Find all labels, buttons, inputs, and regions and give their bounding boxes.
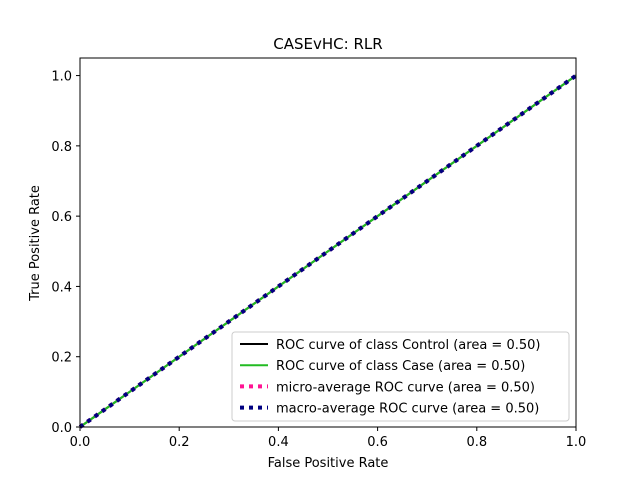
legend: ROC curve of class Control (area = 0.50)… xyxy=(231,331,570,422)
legend-label-4: macro-average ROC curve (area = 0.50) xyxy=(276,402,539,417)
y-tick-label: 0.6 xyxy=(51,210,72,225)
y-tick-label: 0.8 xyxy=(51,140,72,155)
chart-title: CASEvHC: RLR xyxy=(273,35,382,53)
x-tick-label: 0.0 xyxy=(70,435,91,450)
legend-box xyxy=(231,331,570,422)
x-tick-label: 0.2 xyxy=(169,435,190,450)
y-axis-label: True Positive Rate xyxy=(28,185,43,302)
legend-label-3: micro-average ROC curve (area = 0.50) xyxy=(276,380,535,395)
y-tick-label: 0.2 xyxy=(51,351,72,366)
axes-frame xyxy=(79,57,577,428)
x-tick-label: 0.8 xyxy=(466,435,487,450)
y-tick-label: 0.4 xyxy=(51,280,72,295)
legend-label-1: ROC curve of class Control (area = 0.50) xyxy=(276,338,540,353)
legend-label-2: ROC curve of class Case (area = 0.50) xyxy=(276,359,525,374)
y-tick-label: 0.0 xyxy=(51,421,72,436)
plot-area: 0.0 0.2 0.4 0.6 0.8 1.0 0.0 0.2 0.4 0.6 0.8 1.0 xyxy=(51,57,587,450)
y-tick-label: 1.0 xyxy=(51,70,72,85)
x-tick-label: 0.6 xyxy=(367,435,388,450)
x-axis-label: False Positive Rate xyxy=(268,456,389,471)
x-tick-label: 0.4 xyxy=(268,435,289,450)
series-line-4 xyxy=(78,73,578,429)
x-tick-label: 1.0 xyxy=(566,435,587,450)
